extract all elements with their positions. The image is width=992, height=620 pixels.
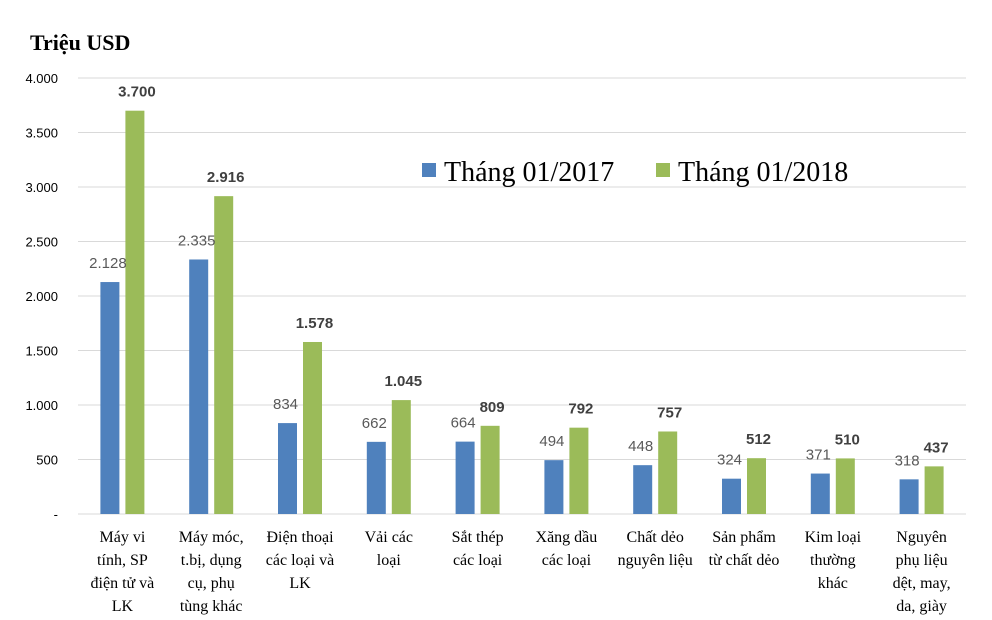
data-label-2017: 2.335 (178, 232, 216, 249)
category-label: LK (112, 598, 134, 615)
bar-series-2017 (810, 473, 830, 514)
bar-series-2017 (633, 465, 653, 514)
data-label-2017: 664 (451, 415, 476, 432)
category-label: Sắt thép (452, 529, 504, 546)
legend-swatch (656, 163, 670, 177)
data-label-2018: 3.700 (118, 84, 156, 101)
y-tick-label: 3.000 (25, 180, 58, 195)
category-label: Chất dẻo (627, 529, 684, 546)
category-label: t.bị, dụng (181, 552, 242, 569)
data-label-2018: 1.045 (385, 373, 423, 390)
bar-series-2017 (366, 441, 386, 514)
data-label-2017: 2.128 (89, 255, 127, 272)
category-label: Nguyên (896, 529, 947, 546)
category-label: điện tử và (91, 575, 155, 592)
bar-series-2017 (455, 441, 475, 514)
data-label-2018: 512 (746, 431, 771, 448)
data-label-2018: 510 (835, 431, 860, 448)
legend-label: Tháng 01/2017 (444, 157, 614, 188)
bar-series-2018 (747, 458, 766, 514)
bar-series-2018 (391, 400, 411, 514)
bar-series-2018 (480, 425, 500, 514)
bar-series-2018 (924, 466, 944, 514)
data-label-2018: 2.916 (207, 169, 245, 186)
data-label-2017: 834 (273, 396, 298, 413)
bar-series-2018 (658, 431, 678, 514)
legend-swatch (422, 163, 436, 177)
data-labels: 2.128 3.700 2.335 2.916 834 1.578 662 1.045 6648… (89, 84, 948, 470)
data-label-2017: 318 (895, 452, 920, 469)
category-label: Vải các (365, 529, 413, 546)
category-label: cụ, phụ (188, 575, 235, 592)
bar-series-2018 (214, 196, 234, 514)
category-label: khác (818, 575, 848, 592)
category-label: phụ liệu (896, 552, 948, 569)
category-label: da, giày (896, 598, 947, 615)
category-label: nguyên liệu (618, 552, 693, 569)
data-label-2018: 1.578 (296, 315, 334, 332)
data-label-2018: 809 (480, 399, 505, 416)
y-tick-label: 2.500 (25, 235, 58, 250)
data-label-2017: 494 (539, 433, 564, 450)
y-tick-label: 4.000 (25, 71, 58, 86)
y-tick-label: 2.000 (25, 289, 58, 304)
y-tick-label: 1.000 (25, 398, 58, 413)
data-label-2018: 437 (924, 439, 949, 456)
category-label: từ chất dẻo (709, 552, 780, 569)
data-label-2017: 448 (628, 438, 653, 455)
bar-series-2017 (278, 423, 297, 514)
category-label: các loại và (266, 552, 334, 569)
bar-series-2017 (722, 478, 741, 514)
data-label-2018: 792 (568, 401, 593, 418)
bar-series-2017 (100, 282, 120, 514)
bar-series-2017 (544, 460, 564, 514)
gridlines (78, 77, 966, 515)
category-labels: Máy vi tính, SP điện tử và LK Máy móc, t.bị, … (91, 529, 951, 615)
y-tick-label: - (54, 507, 58, 522)
y-axis-ticks: - 500 1.000 1.500 2.000 2.500 3.000 3.500 4.000 (25, 71, 58, 522)
bar-series-2018 (835, 458, 855, 514)
bar-series-2018 (125, 110, 145, 514)
category-label: tùng khác (180, 598, 243, 615)
category-label: Xăng dầu (536, 529, 598, 546)
bar-series-2018 (303, 341, 322, 514)
category-label: Điện thoại (266, 529, 334, 546)
legend: Tháng 01/2017 Tháng 01/2018 (422, 157, 848, 188)
y-tick-label: 1.500 (25, 344, 58, 359)
y-axis-title: Triệu USD (30, 30, 130, 55)
category-label: loại (377, 552, 402, 569)
data-label-2017: 662 (362, 415, 387, 432)
bar-series-2017 (899, 479, 919, 514)
category-label: Máy vi (100, 529, 146, 546)
category-label: Sản phẩm (712, 529, 776, 546)
bars (100, 110, 944, 514)
category-label: dệt, may, (893, 575, 951, 592)
bar-series-2018 (569, 427, 589, 514)
category-label: Kim loại (805, 529, 862, 546)
data-label-2018: 757 (657, 404, 682, 421)
y-tick-label: 500 (36, 453, 58, 468)
category-label: Máy móc, (179, 529, 244, 546)
bar-series-2017 (189, 259, 209, 514)
category-label: các loại (542, 552, 592, 569)
data-label-2017: 371 (806, 447, 831, 464)
legend-label: Tháng 01/2018 (678, 157, 848, 188)
y-tick-label: 3.500 (25, 126, 58, 141)
category-label: tính, SP (97, 552, 148, 569)
category-label: các loại (453, 552, 503, 569)
category-label: thường (810, 552, 856, 569)
data-label-2017: 324 (717, 452, 742, 469)
category-label: LK (289, 575, 311, 592)
